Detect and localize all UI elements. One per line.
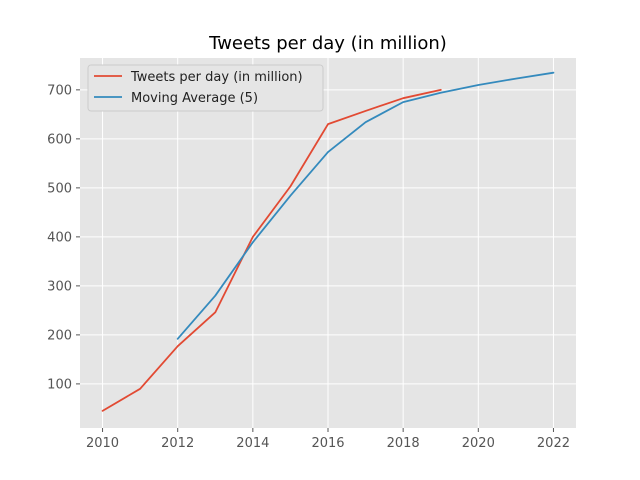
- legend-label-moving-average: Moving Average (5): [131, 91, 258, 106]
- y-tick-label: 100: [47, 377, 72, 392]
- legend-box: [87, 64, 324, 112]
- legend: Tweets per day (in million) Moving Avera…: [87, 64, 324, 112]
- y-axis: 100 200 300 400 500 600 700: [47, 83, 80, 392]
- y-tick-label: 500: [47, 181, 72, 196]
- y-tick-label: 300: [47, 279, 72, 294]
- y-tick-label: 700: [47, 83, 72, 98]
- x-tick-label: 2012: [161, 436, 194, 451]
- x-tick-label: 2022: [537, 436, 570, 451]
- x-axis: 2010 2012 2014 2016 2018 2020 2022: [86, 428, 570, 451]
- series-line-tweets: [101, 88, 442, 412]
- chart-title: Tweets per day (in million): [208, 33, 447, 54]
- y-tick-label: 600: [47, 132, 72, 147]
- x-tick-label: 2018: [387, 436, 420, 451]
- x-tick-label: 2014: [236, 436, 269, 451]
- x-tick-label: 2016: [311, 436, 344, 451]
- legend-label-tweets: Tweets per day (in million): [130, 70, 303, 85]
- series-layer: [101, 71, 555, 412]
- x-tick-label: 2020: [462, 436, 495, 451]
- y-tick-label: 200: [47, 328, 72, 343]
- y-tick-label: 400: [47, 230, 72, 245]
- x-tick-label: 2010: [86, 436, 119, 451]
- series-line-moving-average: [176, 71, 555, 340]
